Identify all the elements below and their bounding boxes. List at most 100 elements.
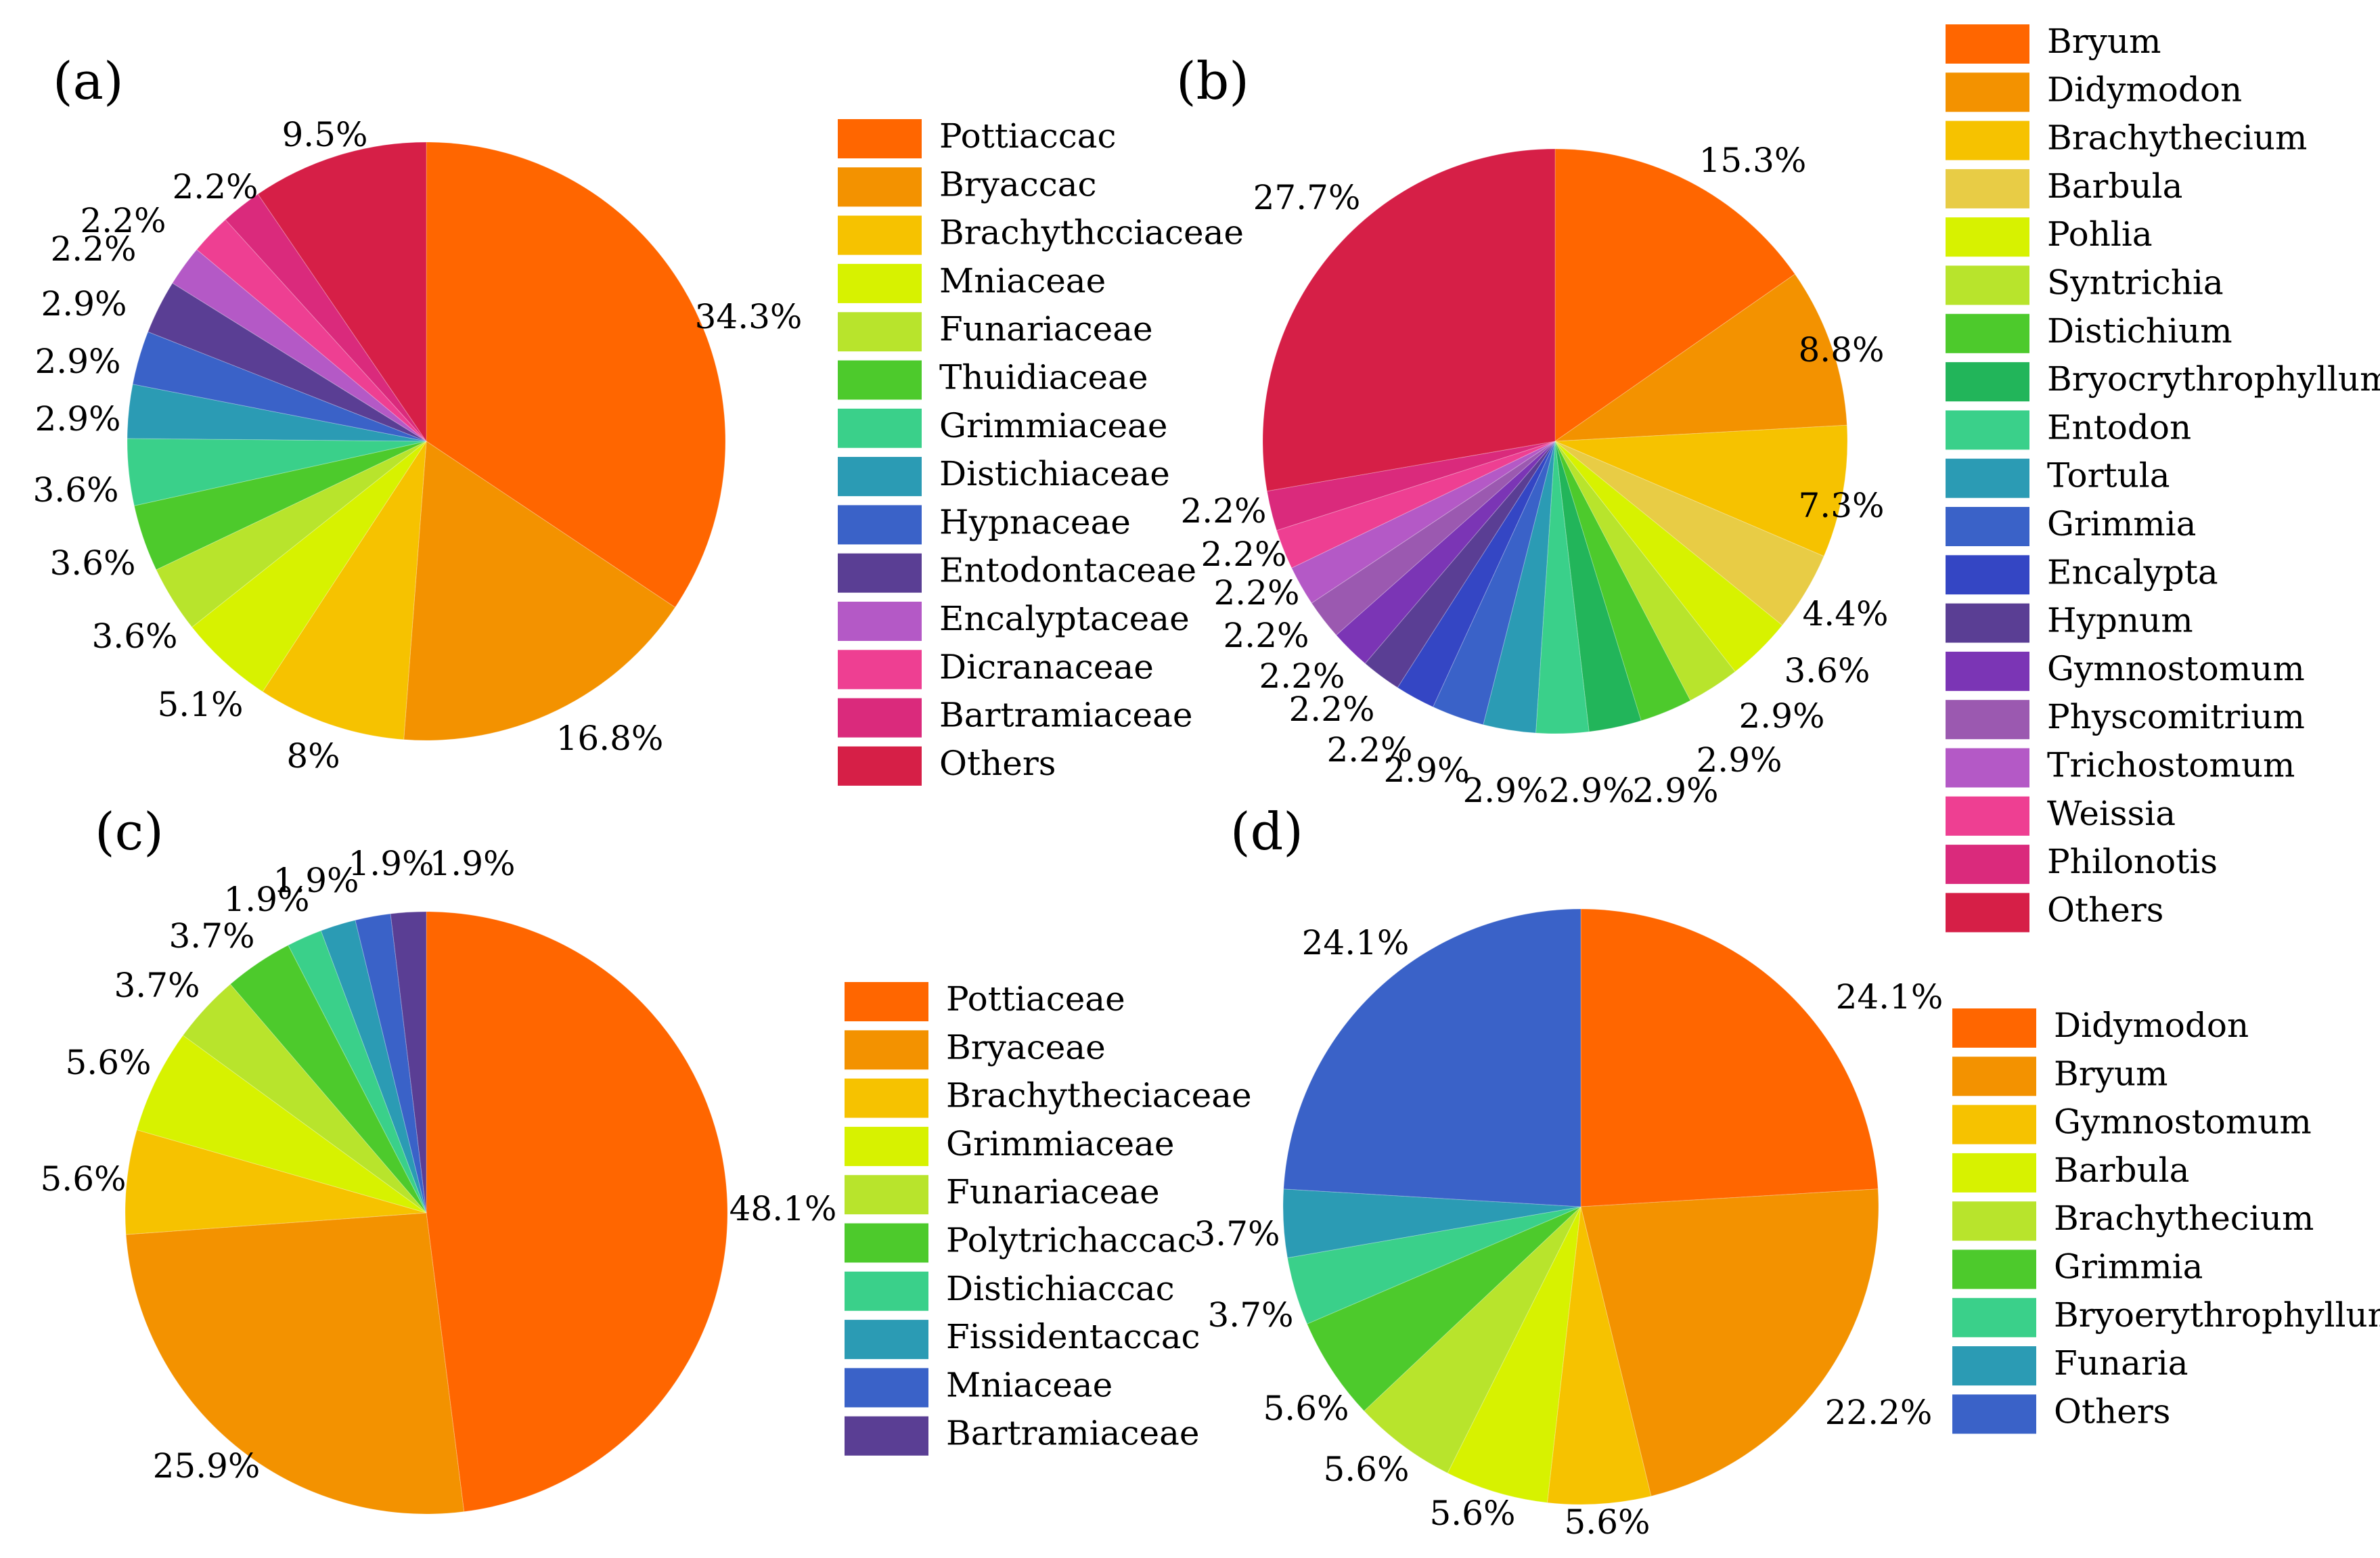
panel-d-legend-swatch-bryum — [1952, 1056, 2036, 1096]
panel-a-slice-funariaceae — [156, 441, 427, 628]
panel-a-legend-swatch-grimmiaceae — [838, 408, 922, 448]
panel-c-legend-label-grimmiaceae: Grimmiaceae — [946, 1124, 1174, 1163]
panel-b-legend-label-bryocrythrophyllum: Bryocrythrophyllum — [2047, 359, 2380, 399]
panel-d-slice-label-barbula: 5.6% — [1429, 1494, 1515, 1533]
panel-b-slice-bryum — [1554, 148, 1796, 442]
panel-d-slice-bryum — [1580, 1188, 1879, 1497]
panel-b-slice-label-entodon: 2.9% — [1548, 771, 1634, 810]
panel-b-slice-label-distichium: 2.9% — [1696, 740, 1782, 780]
panel-c-slice-label-polytrichaccac: 3.7% — [169, 916, 254, 956]
panel-a-label: (a) — [53, 51, 124, 111]
panel-a-slice-hypnaceae — [132, 331, 427, 442]
panel-c-slice-pottiaceae — [426, 911, 728, 1513]
panel-b-slice-others — [1262, 148, 1556, 492]
panel-b-legend-label-syntrichia: Syntrichia — [2047, 263, 2224, 303]
panel-c-legend-swatch-polytrichaccac — [845, 1223, 928, 1263]
panel-d-label: (d) — [1230, 801, 1303, 862]
panel-b-legend-swatch-philonotis — [1946, 845, 2029, 885]
panel-b-legend-swatch-weissia — [1946, 796, 2029, 836]
panel-b-legend-label-hypnum: Hypnum — [2047, 601, 2193, 640]
panel-b-legend-swatch-entodon — [1946, 410, 2029, 450]
panel-d-legend-label-others: Others — [2054, 1392, 2170, 1431]
panel-a-slice-label-distichiaceae: 2.9% — [35, 399, 120, 439]
panel-b-slice-philonotis — [1266, 441, 1556, 531]
panel-b-legend-swatch-didymodon — [1946, 72, 2029, 112]
panel-d-slice-others — [1283, 908, 1581, 1207]
panel-c-legend-label-bartramiaceae: Bartramiaceae — [946, 1414, 1199, 1453]
panel-b-legend-swatch-distichium — [1946, 313, 2029, 353]
panel-c-legend-swatch-brachytheciaceae — [845, 1078, 928, 1118]
panel-d-slice-funaria — [1282, 1188, 1581, 1259]
panel-b-slice-label-gymnostomum: 2.2% — [1259, 656, 1345, 696]
panel-b-slice-pohlia — [1554, 441, 1783, 673]
panel-c-slice-mniaceae — [355, 913, 427, 1214]
panel-a-slice-brachythcciaceae — [262, 441, 427, 740]
panel-b-legend-label-didymodon: Didymodon — [2047, 70, 2242, 109]
panel-c-slice-bryaceae — [125, 1212, 465, 1515]
panel-a-legend-label-hypnaceae: Hypnaceae — [939, 502, 1131, 541]
panel-a-legend-swatch-bartramiaceae — [838, 698, 922, 738]
panel-c-legend-label-polytrichaccac: Polytrichaccac — [946, 1221, 1196, 1260]
panel-b-legend-swatch-others — [1946, 893, 2029, 933]
panel-b-slice-entodon — [1535, 441, 1590, 734]
panel-b-slice-label-hypnum: 2.2% — [1288, 690, 1374, 729]
panel-c-slice-grimmiaceae — [136, 1035, 427, 1214]
panel-c-slice-funariaceae — [182, 983, 427, 1214]
panel-d-legend-swatch-grimmia — [1952, 1249, 2036, 1289]
panel-d-slice-didymodon — [1580, 908, 1879, 1207]
panel-b-legend-swatch-bryocrythrophyllum — [1946, 362, 2029, 402]
panel-b-legend-swatch-trichostomum — [1946, 748, 2029, 788]
panel-a-legend-label-funariaceae: Funariaceae — [939, 309, 1153, 349]
panel-c-slice-label-funariaceae: 3.7% — [114, 966, 200, 1005]
panel-d-legend-label-barbula: Barbula — [2054, 1151, 2189, 1190]
panel-b-slice-label-bryum: 15.3% — [1699, 141, 1807, 180]
panel-b-pie-chart: (b) 15.3% Bryum 8.8% Didymodon 7.3% Brachythec… — [1176, 22, 2380, 933]
panel-a-legend-label-distichiaceae: Distichiaceae — [939, 454, 1170, 493]
panel-a-slice-label-grimmiaceae: 3.6% — [32, 470, 118, 510]
panel-d-legend-label-didymodon: Didymodon — [2054, 1006, 2249, 1045]
panel-d-slice-label-brachythecium: 5.6% — [1323, 1450, 1409, 1489]
panel-b-legend-label-brachythecium: Brachythecium — [2047, 118, 2307, 158]
panel-b-label: (b) — [1176, 51, 1249, 111]
panel-b-slice-grimmia — [1432, 441, 1556, 726]
panel-a-slice-bartramiaceae — [225, 194, 427, 442]
panel-b-slice-label-barbula: 4.4% — [1802, 594, 1888, 633]
panel-c-legend-label-mniaceae: Mniaceae — [946, 1365, 1113, 1404]
panel-b-slice-label-tortula: 2.9% — [1462, 771, 1548, 810]
panel-c-legend-label-fissidentaccac: Fissidentaccac — [946, 1317, 1200, 1356]
panel-b-legend-swatch-tortula — [1946, 458, 2029, 498]
panel-a-legend-swatch-hypnaceae — [838, 505, 922, 545]
panel-a-slice-label-bartramiaceae: 2.2% — [172, 167, 258, 206]
panel-d-legend-swatch-brachythecium — [1952, 1201, 2036, 1241]
panel-a-slice-mniaceae — [191, 441, 427, 692]
panel-c-legend-label-bryaceae: Bryaceae — [946, 1027, 1106, 1067]
panel-a-slice-label-funariaceae: 3.6% — [91, 617, 177, 656]
panel-b-slice-label-others: 27.7% — [1253, 178, 1361, 217]
panel-b-slice-hypnum — [1364, 441, 1556, 688]
panel-d-legend-swatch-gymnostomum — [1952, 1105, 2036, 1144]
panel-d-slice-label-didymodon: 24.1% — [1836, 977, 1944, 1017]
panel-d-slice-brachythecium — [1364, 1206, 1581, 1474]
panel-b-slice-syntrichia — [1554, 441, 1736, 701]
panel-c-legend-swatch-pottiaceae — [845, 982, 928, 1021]
panel-d-slice-grimmia — [1306, 1206, 1581, 1412]
panel-c-legend-swatch-bryaceae — [845, 1030, 928, 1070]
panel-b-slice-label-encalypta: 2.2% — [1326, 730, 1412, 770]
panel-c-slice-distichiaccac — [288, 930, 427, 1214]
panel-b-legend-label-trichostomum: Trichostomum — [2047, 746, 2295, 785]
panel-a-slice-grimmiaceae — [127, 438, 427, 506]
panel-b-legend-swatch-physcomitrium — [1946, 700, 2029, 740]
panel-c-legend-label-distichiaccac: Distichiaccac — [946, 1269, 1175, 1308]
panel-c-slice-bartramiaceae — [390, 911, 427, 1214]
panel-a-slice-label-thuidiaceae: 3.6% — [49, 543, 135, 583]
panel-a-legend-label-encalyptaceae: Encalyptaceae — [939, 599, 1190, 638]
panel-b-legend-swatch-hypnum — [1946, 603, 2029, 643]
panel-a-legend-swatch-distichiaceae — [838, 457, 922, 497]
panel-b-legend-swatch-grimmia — [1946, 507, 2029, 546]
panel-a-slice-label-others: 9.5% — [282, 115, 367, 154]
panel-a-slice-label-dicranaceae: 2.2% — [80, 201, 166, 240]
panel-b-legend-label-encalypta: Encalypta — [2047, 552, 2218, 592]
panel-b-legend-swatch-encalypta — [1946, 555, 2029, 595]
panel-a-legend-label-bartramiaceae: Bartramiaceae — [939, 696, 1192, 735]
panel-c-legend-swatch-mniaceae — [845, 1368, 928, 1408]
